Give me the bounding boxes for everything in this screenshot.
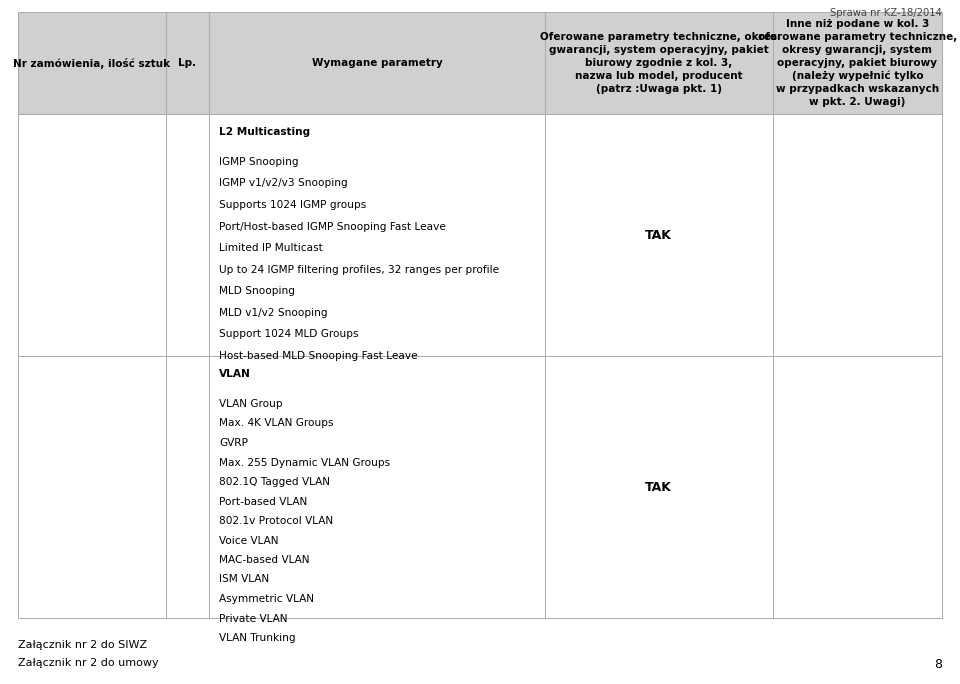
Bar <box>18 356 942 618</box>
Text: MAC-based VLAN: MAC-based VLAN <box>219 555 310 565</box>
Text: Lp.: Lp. <box>179 58 197 68</box>
Text: MLD v1/v2 Snooping: MLD v1/v2 Snooping <box>219 308 328 317</box>
Text: Załącznik nr 2 do SIWZ: Załącznik nr 2 do SIWZ <box>18 640 147 650</box>
Text: L2 Multicasting: L2 Multicasting <box>219 127 310 137</box>
Text: Asymmetric VLAN: Asymmetric VLAN <box>219 594 314 604</box>
Text: 802.1v Protocol VLAN: 802.1v Protocol VLAN <box>219 516 333 526</box>
Text: Załącznik nr 2 do umowy: Załącznik nr 2 do umowy <box>18 658 158 668</box>
Text: Oferowane parametry techniczne, okres
gwarancji, system operacyjny, pakiet
biuro: Oferowane parametry techniczne, okres gw… <box>540 32 778 94</box>
Text: TAK: TAK <box>645 480 672 493</box>
Text: Max. 255 Dynamic VLAN Groups: Max. 255 Dynamic VLAN Groups <box>219 458 391 467</box>
Text: Sprawa nr KZ-18/2014: Sprawa nr KZ-18/2014 <box>830 8 942 18</box>
Text: Support 1024 MLD Groups: Support 1024 MLD Groups <box>219 329 359 339</box>
Text: Inne niż podane w kol. 3
oferowane parametry techniczne,
okresy gwarancji, syste: Inne niż podane w kol. 3 oferowane param… <box>757 19 957 107</box>
Text: VLAN: VLAN <box>219 369 252 379</box>
Text: VLAN Group: VLAN Group <box>219 399 283 409</box>
Text: 8: 8 <box>934 658 942 671</box>
Text: Limited IP Multicast: Limited IP Multicast <box>219 243 324 253</box>
Bar <box>18 114 942 356</box>
Text: IGMP Snooping: IGMP Snooping <box>219 157 299 167</box>
Text: VLAN Trunking: VLAN Trunking <box>219 633 296 643</box>
Text: Host-based MLD Snooping Fast Leave: Host-based MLD Snooping Fast Leave <box>219 350 418 360</box>
Text: Nr zamówienia, ilość sztuk: Nr zamówienia, ilość sztuk <box>13 57 171 68</box>
Text: GVRP: GVRP <box>219 438 249 448</box>
Text: Voice VLAN: Voice VLAN <box>219 536 278 546</box>
Text: Up to 24 IGMP filtering profiles, 32 ranges per profile: Up to 24 IGMP filtering profiles, 32 ran… <box>219 265 499 274</box>
Text: TAK: TAK <box>645 228 672 241</box>
Text: Supports 1024 IGMP groups: Supports 1024 IGMP groups <box>219 200 367 210</box>
Text: MLD Snooping: MLD Snooping <box>219 286 296 296</box>
Text: Private VLAN: Private VLAN <box>219 614 288 624</box>
Text: Max. 4K VLAN Groups: Max. 4K VLAN Groups <box>219 419 334 428</box>
Text: Wymagane parametry: Wymagane parametry <box>312 58 443 68</box>
Bar <box>18 12 942 114</box>
Text: IGMP v1/v2/v3 Snooping: IGMP v1/v2/v3 Snooping <box>219 179 348 189</box>
Text: Port/Host-based IGMP Snooping Fast Leave: Port/Host-based IGMP Snooping Fast Leave <box>219 222 446 231</box>
Text: 802.1Q Tagged VLAN: 802.1Q Tagged VLAN <box>219 477 330 487</box>
Text: Port-based VLAN: Port-based VLAN <box>219 497 307 506</box>
Text: ISM VLAN: ISM VLAN <box>219 575 270 585</box>
